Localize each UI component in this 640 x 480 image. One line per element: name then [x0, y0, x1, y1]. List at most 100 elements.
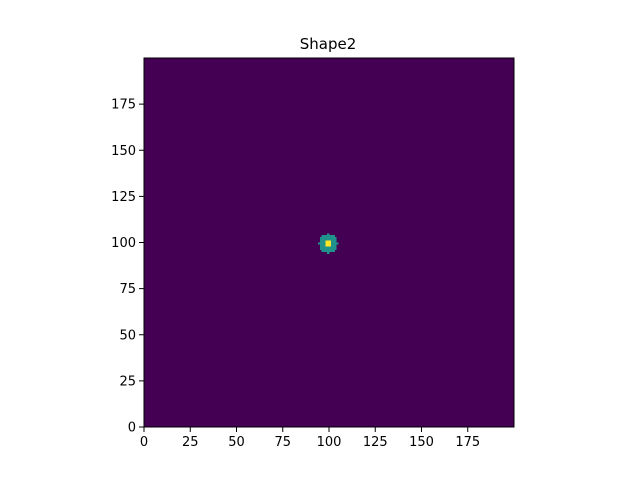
heatmap-cell [319, 246, 322, 249]
heatmap-cell [330, 238, 333, 241]
heatmap-cell [325, 236, 328, 240]
heatmap-cell [321, 244, 324, 247]
heatmap-cell [330, 248, 333, 251]
heatmap-cell [334, 244, 337, 247]
heatmap-cell [321, 248, 324, 251]
heatmap-cell [321, 235, 324, 238]
heatmap-cell [329, 236, 332, 240]
heatmap-cell [321, 240, 324, 243]
x-tick-label: 0 [140, 435, 148, 450]
heatmap-cell [323, 235, 326, 238]
heatmap-cell [332, 240, 335, 243]
heatmap-cell [332, 248, 335, 251]
heatmap-cell [332, 246, 335, 249]
heatmap-feature-square [325, 240, 332, 247]
heatmap-cell [317, 242, 321, 245]
heatmap-cell [323, 242, 326, 245]
heatmap-cell [336, 242, 339, 245]
x-tick-label: 25 [182, 435, 199, 450]
heatmap-cell [334, 236, 337, 240]
heatmap-cell [319, 236, 322, 240]
heatmap-cell [325, 248, 328, 251]
heatmap-cell [323, 236, 326, 240]
heatmap-cell [321, 236, 324, 240]
heatmap-cell [321, 246, 324, 249]
axes: 0 25 50 75 100 125 150 175 0 25 50 75 100 125 150 175 [111, 57, 515, 450]
heatmap-cell [330, 236, 333, 240]
x-tick-label: 75 [274, 435, 291, 450]
y-tick-label: 0 [128, 421, 136, 436]
heatmap-cell [329, 244, 332, 247]
y-tick-label: 175 [111, 98, 136, 113]
heatmap-cell [334, 240, 337, 243]
x-tick-label: 125 [363, 435, 388, 450]
heatmap-cell [325, 246, 328, 249]
x-tick-label: 50 [228, 435, 245, 450]
heatmap-cell [325, 242, 328, 245]
y-tick-label: 50 [119, 328, 136, 343]
y-tick-label: 100 [111, 236, 136, 251]
heatmap-cell [330, 246, 333, 249]
heatmap-cell [323, 248, 326, 251]
heatmap-cell [319, 240, 322, 243]
heatmap-cell [332, 236, 335, 240]
x-tick-label: 175 [455, 435, 480, 450]
heatmap-cell [327, 246, 330, 249]
heatmap-cell [325, 238, 328, 241]
heatmap-cell [325, 235, 328, 238]
x-tick-label: 150 [409, 435, 434, 450]
heatmap-cell [321, 242, 324, 245]
heatmap-cell [319, 238, 322, 241]
y-tick-label: 75 [119, 282, 136, 297]
heatmap-cell [327, 242, 330, 245]
heatmap-cell [327, 248, 330, 251]
heatmap-cell [332, 244, 335, 247]
heatmap-cell [329, 238, 332, 241]
heatmap-cell [323, 240, 326, 243]
heatmap-cell [332, 235, 335, 238]
heatmap-cell [323, 249, 326, 253]
heatmap-cell [325, 244, 328, 247]
heatmap-cell [334, 248, 337, 251]
heatmap-cell [330, 240, 333, 243]
heatmap-cell [327, 236, 330, 240]
heatmap-cell [329, 249, 332, 253]
y-tick-label: 125 [111, 190, 136, 205]
heatmap-cell [329, 246, 332, 249]
heatmap-cell [327, 235, 330, 238]
heatmap-cell [329, 242, 332, 245]
heatmap-cell [323, 244, 326, 247]
heatmap-cell [327, 233, 330, 236]
heatmap-cell [321, 249, 324, 253]
heatmap-cell [319, 248, 322, 251]
heatmap-cell [334, 238, 337, 241]
heatmap-cell [330, 235, 333, 238]
heatmap-cell [334, 246, 337, 249]
x-tick-label: 100 [317, 435, 342, 450]
heatmap-cell [332, 242, 335, 245]
heatmap-cell [327, 251, 330, 254]
heatmap-cell [329, 235, 332, 238]
heatmap-cell [332, 238, 335, 241]
heatmap-cell [327, 238, 330, 241]
y-tick-label: 25 [119, 374, 136, 389]
heatmap-cell [329, 248, 332, 251]
heatmap-cell [319, 242, 322, 245]
heatmap-cell [329, 240, 332, 243]
heatmap-cell [330, 242, 333, 245]
heatmap-cell [325, 249, 328, 253]
chart-title: Shape2 [300, 35, 357, 53]
heatmap-cell [323, 246, 326, 249]
heatmap-cell [321, 238, 324, 241]
heatmap-cell [327, 244, 330, 247]
heatmap-cell [323, 238, 326, 241]
heatmap-cell [319, 244, 322, 247]
heatmap-cell [334, 242, 337, 245]
heatmap-cell [325, 240, 328, 243]
heatmap-cell [332, 249, 335, 253]
heatmap-cell [327, 240, 330, 243]
heatmap-cell [330, 244, 333, 247]
heatmap-cell [327, 249, 330, 253]
heatmap-image [144, 58, 514, 427]
